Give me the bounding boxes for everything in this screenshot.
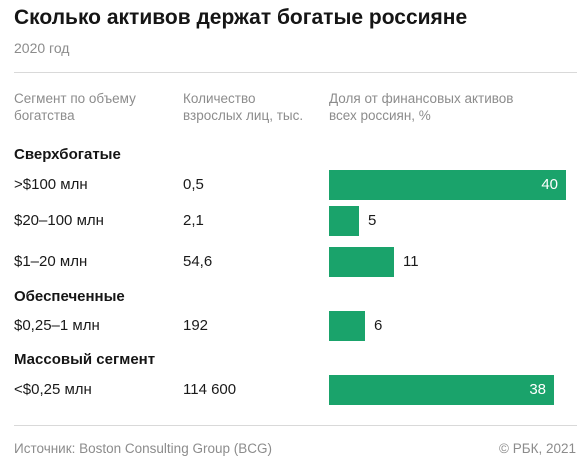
row-count-value: 114 600 xyxy=(183,381,237,398)
row-segment-label: <$0,25 млн xyxy=(14,381,92,398)
column-header-share: Доля от финансовых активов всех россиян,… xyxy=(329,91,514,123)
share-value-label: 40 xyxy=(541,176,558,193)
source-note: Источник: Boston Consulting Group (BCG) xyxy=(14,441,272,456)
share-bar xyxy=(329,247,394,277)
column-header-segment: Сегмент по объему богатства xyxy=(14,91,136,123)
share-bar xyxy=(329,311,365,341)
share-value-label: 38 xyxy=(529,381,546,398)
row-segment-label: $20–100 млн xyxy=(14,212,104,229)
top-divider xyxy=(14,72,577,73)
column-header-count: Количество взрослых лиц, тыс. xyxy=(183,91,304,123)
row-count-value: 192 xyxy=(183,317,209,334)
group-label-affluent: Обеспеченные xyxy=(14,288,125,305)
share-bar xyxy=(329,375,554,405)
group-label-ultra-rich: Сверхбогатые xyxy=(14,146,121,163)
share-bar xyxy=(329,206,359,236)
bottom-divider xyxy=(14,425,577,426)
row-count-value: 0,5 xyxy=(183,176,204,193)
chart-subtitle: 2020 год xyxy=(14,40,70,56)
row-count-value: 2,1 xyxy=(183,212,204,229)
row-segment-label: $1–20 млн xyxy=(14,253,88,270)
row-segment-label: $0,25–1 млн xyxy=(14,317,100,334)
chart-title: Сколько активов держат богатые россияне xyxy=(14,6,468,29)
share-value-label: 11 xyxy=(403,253,419,270)
group-label-mass: Массовый сегмент xyxy=(14,351,156,368)
row-count-value: 54,6 xyxy=(183,253,213,270)
share-bar xyxy=(329,170,566,200)
share-value-label: 6 xyxy=(374,317,383,334)
row-segment-label: >$100 млн xyxy=(14,176,88,193)
copyright-note: © РБК, 2021 xyxy=(499,441,576,456)
share-value-label: 5 xyxy=(368,212,377,229)
